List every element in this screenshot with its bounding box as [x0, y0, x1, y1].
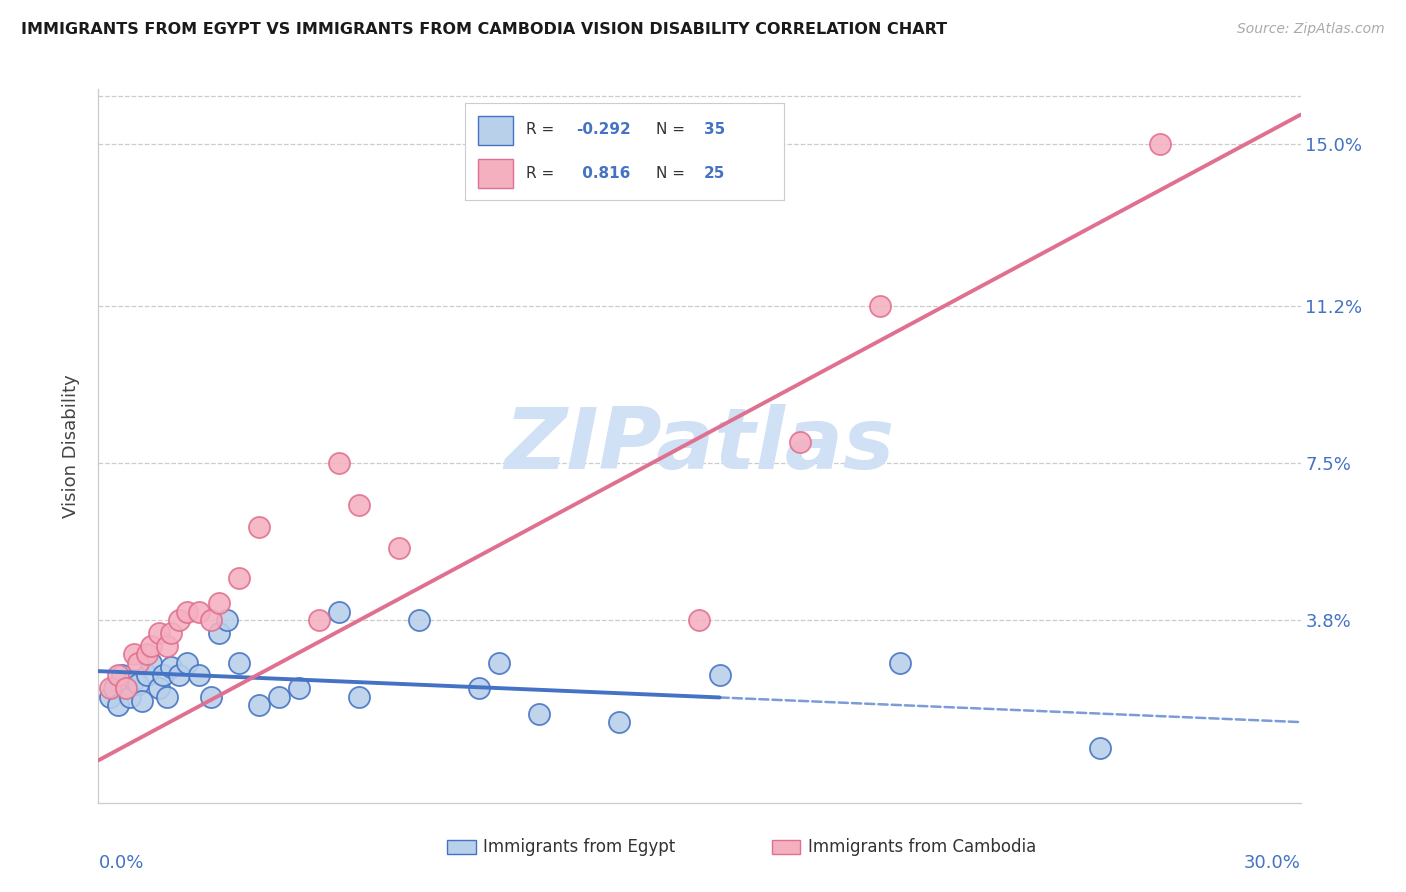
Point — [155, 639, 177, 653]
Point — [308, 613, 330, 627]
Point — [1088, 740, 1111, 755]
Point — [328, 605, 350, 619]
Point — [388, 541, 411, 555]
Point — [215, 613, 238, 627]
Point — [120, 690, 142, 704]
Point — [789, 434, 811, 449]
Point — [155, 690, 177, 704]
Point — [247, 519, 270, 533]
Text: ZIPatlas: ZIPatlas — [505, 404, 894, 488]
Y-axis label: Vision Disability: Vision Disability — [62, 374, 80, 518]
Point — [187, 668, 209, 682]
Point — [103, 681, 125, 695]
Point — [124, 647, 146, 661]
Point — [135, 668, 157, 682]
Point — [131, 694, 153, 708]
Point — [228, 656, 250, 670]
Point — [468, 681, 491, 695]
Point — [159, 626, 181, 640]
Point — [100, 690, 122, 704]
Point — [187, 605, 209, 619]
Point — [200, 690, 222, 704]
Point — [115, 681, 138, 695]
Point — [167, 668, 190, 682]
Point — [148, 681, 170, 695]
Point — [529, 706, 551, 721]
Point — [115, 681, 138, 695]
Point — [288, 681, 311, 695]
Point — [100, 681, 122, 695]
Point — [139, 639, 162, 653]
Text: Immigrants from Egypt: Immigrants from Egypt — [484, 838, 675, 856]
Point — [167, 613, 190, 627]
Point — [267, 690, 290, 704]
Point — [128, 656, 150, 670]
Point — [408, 613, 430, 627]
Point — [176, 605, 198, 619]
Point — [609, 715, 631, 730]
Point — [111, 668, 134, 682]
Bar — [447, 840, 475, 855]
Point — [208, 626, 231, 640]
Point — [159, 660, 181, 674]
Point — [124, 673, 146, 687]
Point — [148, 626, 170, 640]
Point — [347, 499, 370, 513]
Bar — [772, 840, 800, 855]
Point — [139, 656, 162, 670]
Point — [176, 656, 198, 670]
Point — [347, 690, 370, 704]
Point — [869, 299, 891, 313]
Text: 30.0%: 30.0% — [1244, 854, 1301, 871]
Point — [709, 668, 731, 682]
Point — [107, 698, 129, 712]
Point — [689, 613, 711, 627]
Point — [208, 596, 231, 610]
Point — [488, 656, 510, 670]
Point — [889, 656, 911, 670]
Point — [247, 698, 270, 712]
Point — [135, 647, 157, 661]
Point — [107, 668, 129, 682]
Text: Source: ZipAtlas.com: Source: ZipAtlas.com — [1237, 22, 1385, 37]
Point — [228, 571, 250, 585]
Text: IMMIGRANTS FROM EGYPT VS IMMIGRANTS FROM CAMBODIA VISION DISABILITY CORRELATION : IMMIGRANTS FROM EGYPT VS IMMIGRANTS FROM… — [21, 22, 948, 37]
Text: 0.0%: 0.0% — [98, 854, 143, 871]
Point — [328, 456, 350, 470]
Point — [1149, 137, 1171, 152]
Point — [152, 668, 174, 682]
Point — [200, 613, 222, 627]
Text: Immigrants from Cambodia: Immigrants from Cambodia — [807, 838, 1036, 856]
Point — [128, 677, 150, 691]
